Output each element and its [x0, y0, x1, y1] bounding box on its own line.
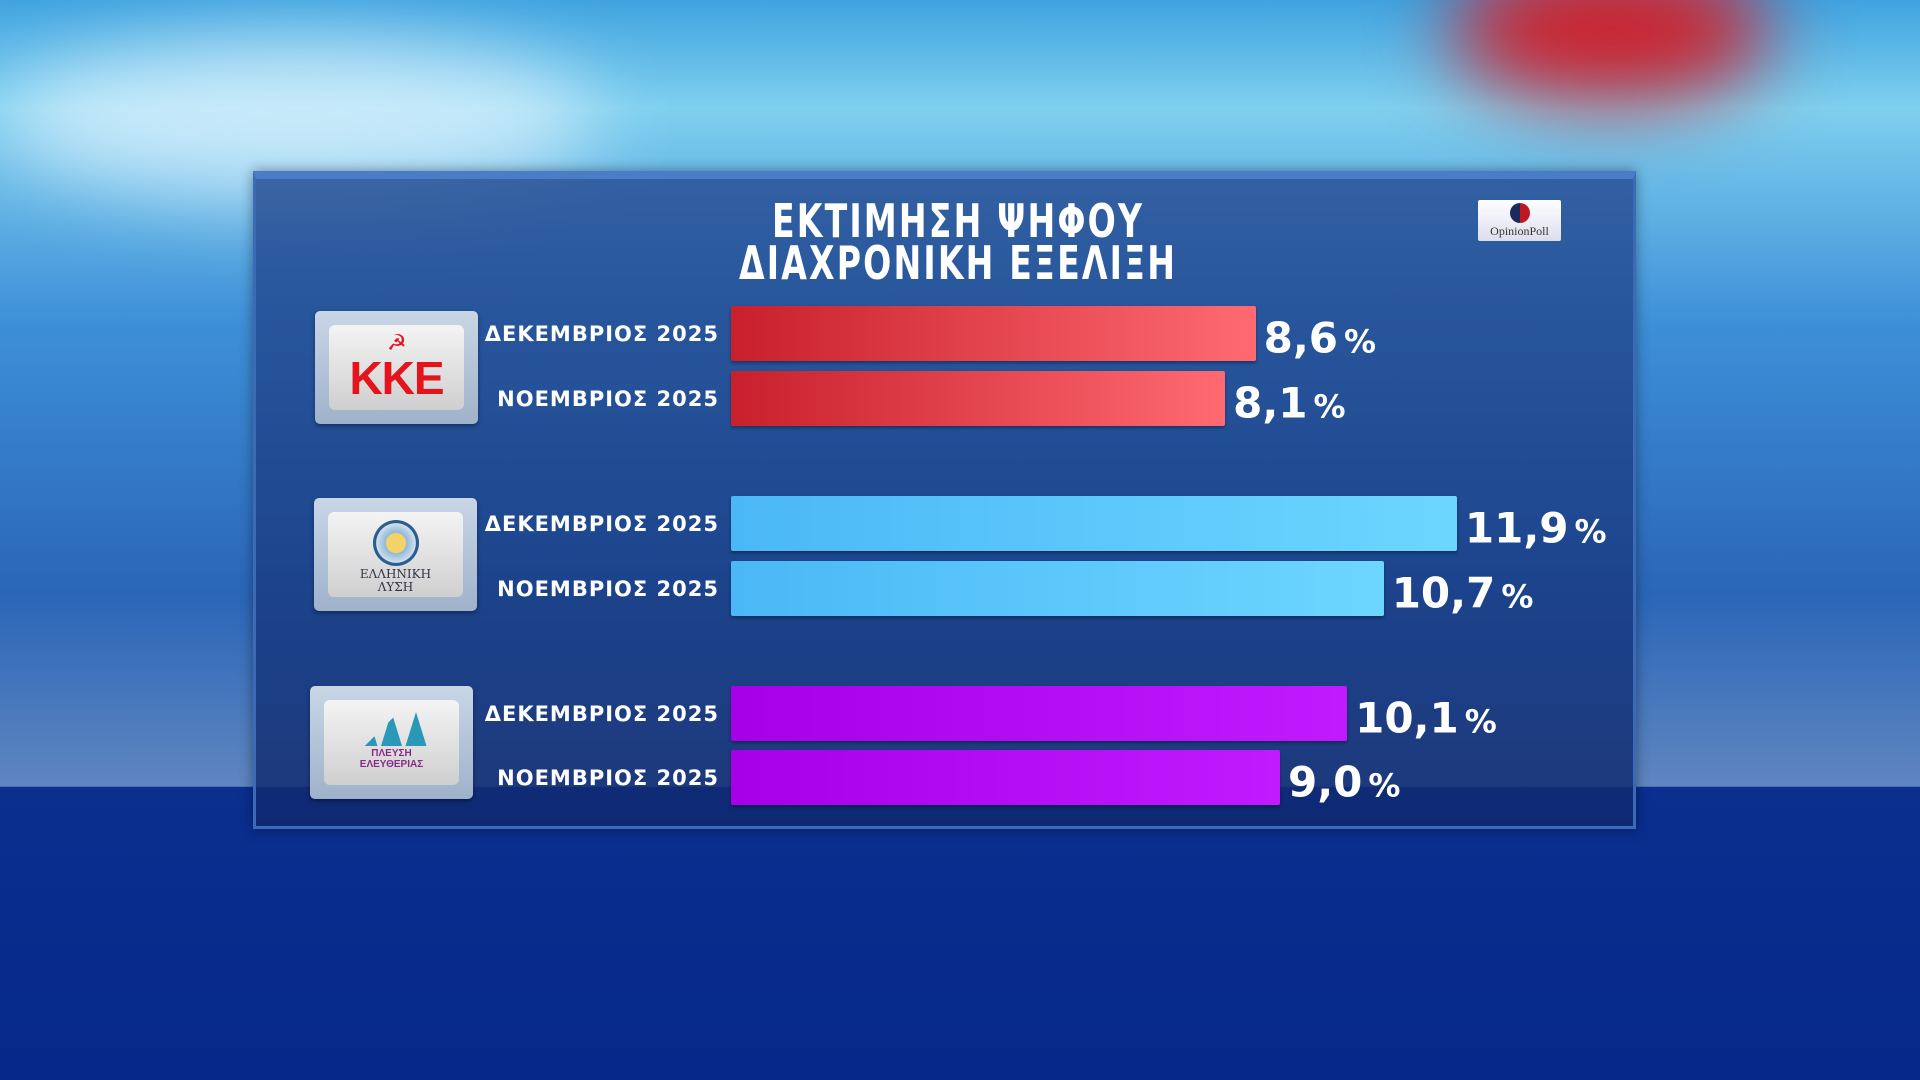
- value-number: 9,0: [1288, 757, 1363, 806]
- value-number: 8,6: [1263, 313, 1338, 362]
- bar-category-label: ΝΟΕΜΒΡΙΟΣ 2025: [497, 576, 719, 601]
- chart-subtitle: ΔΙΑΧΡΟΝΙΚΗ ΕΞΕΛΙΞΗ: [738, 236, 1178, 290]
- chart-title: ΕΚΤΙΜΗΣΗ ΨΗΦΟΥ: [771, 194, 1145, 248]
- value-number: 10,1: [1355, 693, 1459, 742]
- bar: [731, 561, 1384, 616]
- bar-category-label: ΝΟΕΜΒΡΙΟΣ 2025: [497, 386, 719, 411]
- bar: [731, 750, 1280, 805]
- background-blur: [1450, 0, 1770, 100]
- percent-sign: %: [1464, 702, 1497, 740]
- sails-icon: [356, 712, 427, 746]
- bar-value-label: 9,0%: [1288, 757, 1400, 806]
- bar-value-label: 8,6%: [1264, 313, 1376, 362]
- bar-category-label: ΔΕΚΕΜΒΡΙΟΣ 2025: [484, 701, 719, 726]
- bar-category-label: ΔΕΚΕΜΒΡΙΟΣ 2025: [484, 511, 719, 536]
- bar: [731, 496, 1457, 551]
- pollster-logo: OpinionPoll: [1478, 200, 1561, 241]
- bar-value-label: 10,7%: [1392, 568, 1534, 617]
- value-number: 10,7: [1391, 568, 1496, 617]
- percent-sign: %: [1368, 766, 1401, 804]
- bar-value-label: 11,9%: [1465, 503, 1607, 552]
- value-number: 11,9: [1464, 503, 1569, 552]
- party-logo-kke: ☭ ΚΚΕ: [315, 311, 478, 424]
- bar-category-label: ΝΟΕΜΒΡΙΟΣ 2025: [497, 765, 719, 790]
- percent-sign: %: [1313, 387, 1346, 425]
- compass-icon: [372, 520, 419, 566]
- percent-sign: %: [1344, 322, 1377, 360]
- party-logo-elliniki-lysi: ΕΛΛΗΝΙΚΗ ΛΥΣΗ: [314, 498, 477, 611]
- bar: [731, 371, 1226, 426]
- percent-sign: %: [1574, 512, 1607, 550]
- hammer-sickle-icon: ☭: [387, 331, 407, 356]
- value-number: 8,1: [1233, 378, 1308, 427]
- bar-category-label: ΔΕΚΕΜΒΡΙΟΣ 2025: [484, 321, 719, 346]
- percent-sign: %: [1501, 577, 1534, 615]
- bar-value-label: 8,1%: [1233, 378, 1345, 427]
- party-logo-plefsi: ΠΛΕΥΣΗ ΕΛΕΥΘΕΡΙΑΣ: [310, 686, 473, 799]
- bar: [731, 686, 1348, 741]
- bar-value-label: 10,1%: [1355, 693, 1497, 742]
- bar: [731, 306, 1256, 361]
